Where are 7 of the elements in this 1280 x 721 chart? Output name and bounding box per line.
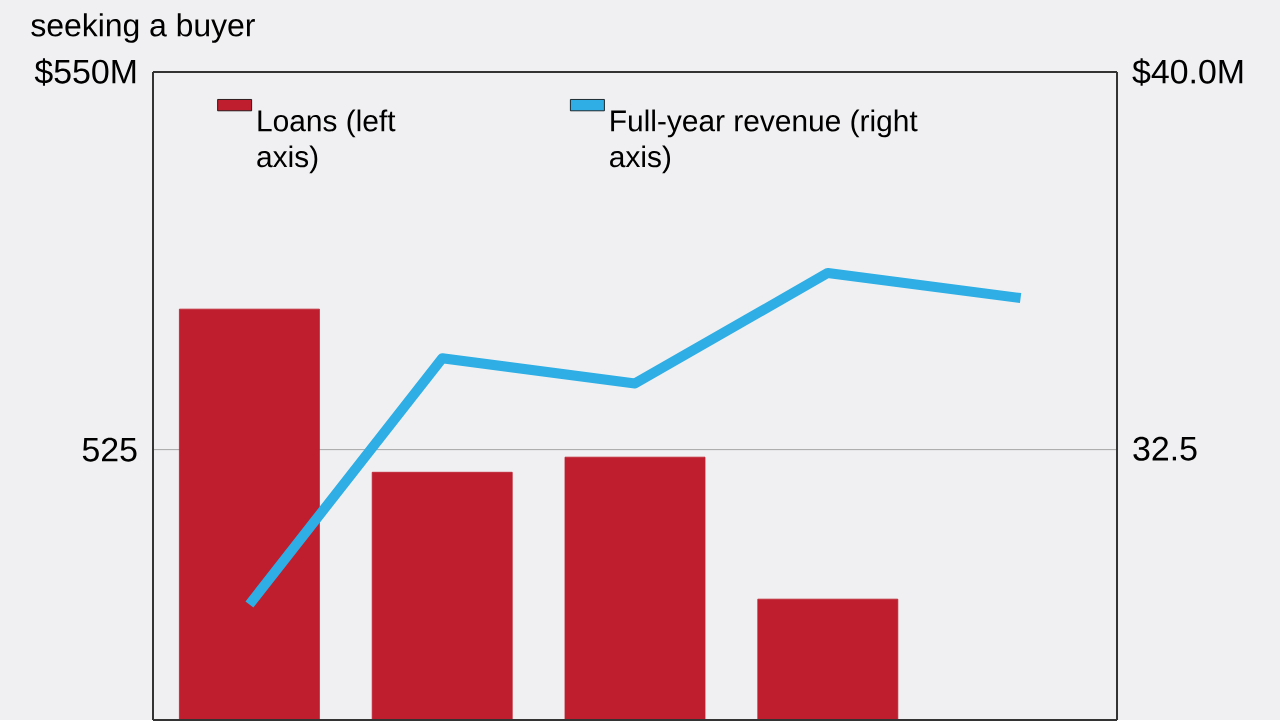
y2-tick-label: $40.0M	[1132, 58, 1243, 86]
chart-title: seeking a buyer	[31, 13, 255, 43]
y2-tick-label: 32.5	[1133, 436, 1197, 461]
legend-label: Full-year revenue (right axis)	[610, 109, 918, 174]
y-tick-label: 525	[82, 437, 137, 462]
y-tick-label: $550M	[34, 58, 136, 86]
legend-label: Loans (left axis)	[257, 109, 396, 174]
